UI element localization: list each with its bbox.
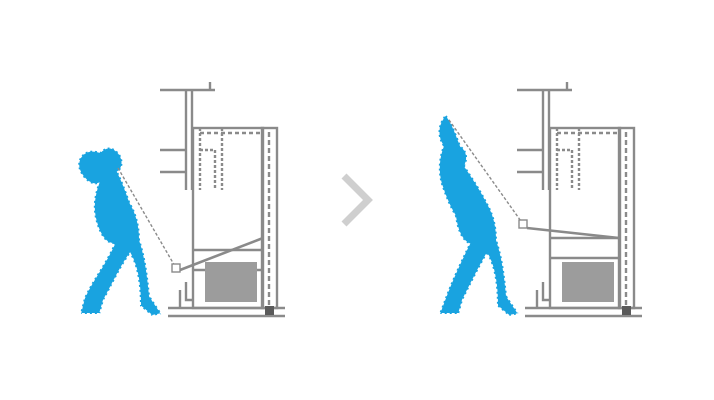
figure-step-2 [437,114,528,318]
machine-top-bar [160,82,215,92]
cable-machine [517,82,642,318]
step-2-panel [357,0,714,400]
machine-foot [265,306,274,315]
handle [171,263,181,273]
step-1-panel [77,82,285,318]
step-2-illustration [437,82,642,318]
transition-arrow [334,172,380,228]
machine-bracket [160,90,188,190]
machine-bracket [517,90,545,190]
machine-foot [622,306,631,315]
handle [518,219,528,229]
weight-plates [562,262,614,302]
chevron-right-icon [341,173,373,227]
weight-plates [205,262,257,302]
cable [179,236,264,272]
cable-to-hands [448,119,524,225]
body-silhouette [77,146,164,318]
body-silhouette [437,114,521,318]
machine-top-bar [517,82,572,92]
step-1-illustration [77,82,285,318]
figure-step-1 [77,146,181,318]
cable-to-hands [117,167,177,269]
cable [526,226,620,240]
